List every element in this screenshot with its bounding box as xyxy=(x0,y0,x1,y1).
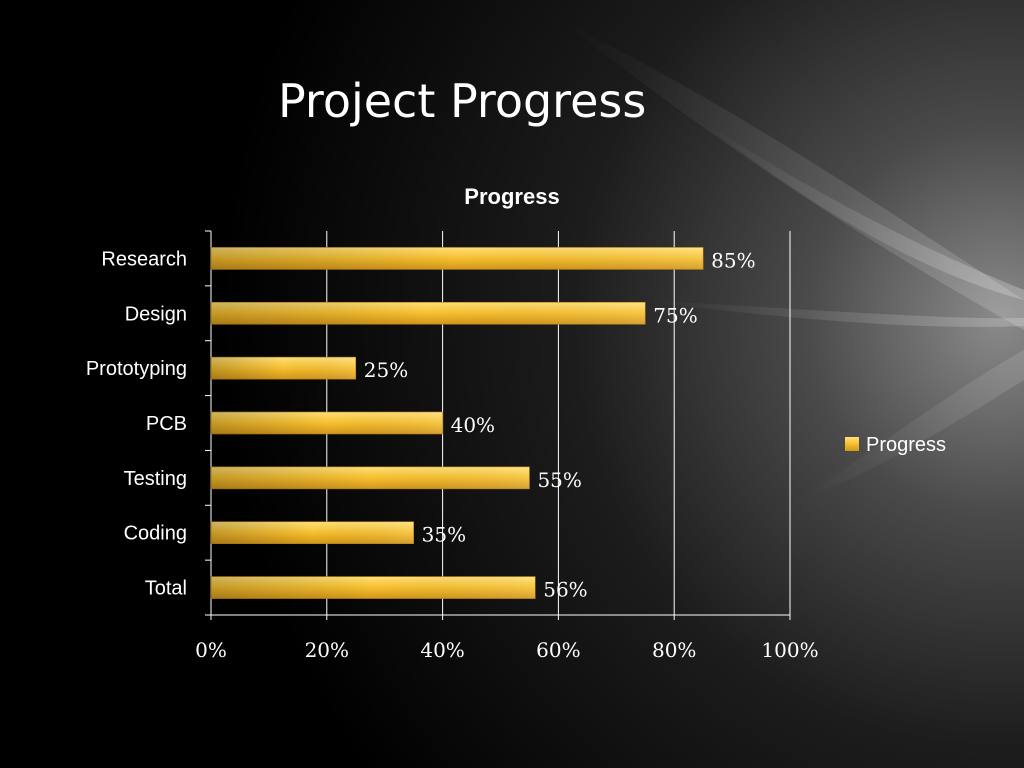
legend: Progress xyxy=(845,434,946,456)
legend-label: Progress xyxy=(866,434,946,456)
legend-swatch xyxy=(845,437,859,451)
x-tick-label: 80% xyxy=(652,638,696,662)
data-label: 55% xyxy=(537,468,581,492)
category-label: Prototyping xyxy=(86,358,187,380)
category-label: PCB xyxy=(146,413,187,435)
category-label: Research xyxy=(101,248,187,270)
bar-shade xyxy=(211,466,530,489)
x-tick-label: 0% xyxy=(195,638,227,662)
bar-shade xyxy=(211,247,704,270)
data-label: 75% xyxy=(653,303,697,327)
category-label: Coding xyxy=(124,523,187,545)
x-tick-label: 20% xyxy=(305,638,349,662)
bar-shade xyxy=(211,576,536,599)
x-tick-label: 40% xyxy=(420,638,464,662)
category-label: Design xyxy=(125,303,187,325)
bar-shade xyxy=(211,412,443,434)
data-label: 85% xyxy=(711,248,755,272)
bar-shade xyxy=(211,302,646,325)
axis-layer: 0% 20% 40% 60% 80% 100% xyxy=(195,230,819,662)
data-label: 40% xyxy=(451,413,495,437)
x-tick-label: 60% xyxy=(536,638,580,662)
label-layer: Research 85% Design 75% Prototyping 25% PCB 40%… xyxy=(86,248,756,601)
data-label: 25% xyxy=(364,358,408,382)
category-label: Testing xyxy=(124,468,187,490)
bar-shade xyxy=(211,357,356,380)
bar-shade xyxy=(211,521,414,544)
x-tick-label: 100% xyxy=(761,638,818,662)
slide-title: Project Progress xyxy=(278,74,647,128)
data-label: 35% xyxy=(422,523,466,547)
bar-layer xyxy=(210,247,704,599)
chart-title: Progress xyxy=(464,184,559,209)
category-label: Total xyxy=(145,578,187,600)
data-label: 56% xyxy=(543,578,587,602)
